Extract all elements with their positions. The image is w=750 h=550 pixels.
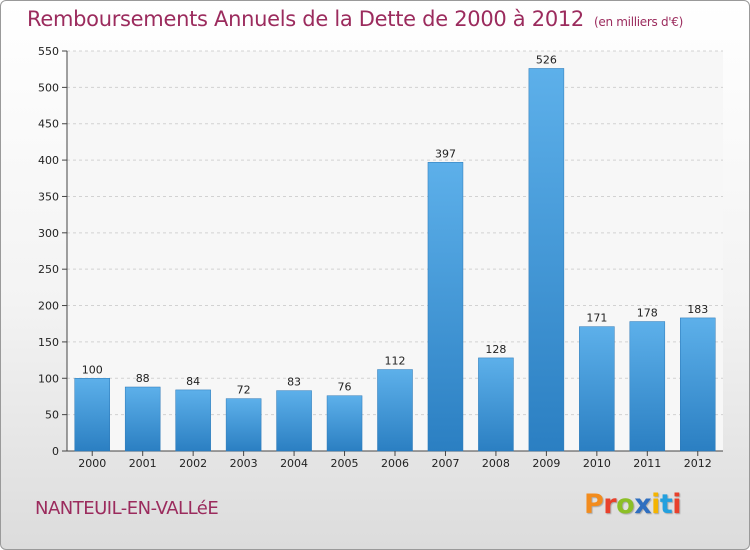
logo-letter: i bbox=[651, 489, 660, 520]
chart-title-text: Remboursements Annuels de la Dette de 20… bbox=[27, 7, 584, 31]
bar-value-label: 72 bbox=[237, 384, 251, 397]
bar-2012 bbox=[680, 317, 716, 452]
x-tick-label: 2012 bbox=[684, 457, 712, 470]
y-tick-label: 50 bbox=[45, 409, 59, 422]
x-tick-label: 2007 bbox=[431, 457, 459, 470]
chart-title: Remboursements Annuels de la Dette de 20… bbox=[27, 7, 683, 31]
bar-value-label: 128 bbox=[485, 343, 506, 356]
y-tick-label: 0 bbox=[52, 445, 59, 458]
x-tick-label: 2003 bbox=[230, 457, 258, 470]
bar-2007 bbox=[427, 162, 464, 452]
x-tick-label: 2008 bbox=[482, 457, 510, 470]
bar-value-label: 526 bbox=[536, 53, 557, 66]
y-tick-label: 350 bbox=[38, 190, 59, 203]
logo-letter: P bbox=[584, 489, 604, 520]
y-tick-label: 400 bbox=[38, 154, 59, 167]
bar-2005 bbox=[326, 395, 363, 452]
x-tick-label: 2002 bbox=[179, 457, 207, 470]
bar-2008 bbox=[478, 357, 514, 452]
logo-letter: r bbox=[603, 489, 617, 520]
x-tick-label: 2001 bbox=[129, 457, 157, 470]
logo-letter: i bbox=[672, 489, 682, 520]
x-tick-label: 2009 bbox=[532, 457, 560, 470]
bar-value-label: 84 bbox=[186, 375, 200, 388]
y-tick-label: 100 bbox=[38, 372, 59, 385]
bar-value-label: 178 bbox=[637, 307, 658, 320]
y-tick-label: 450 bbox=[38, 118, 59, 131]
bar-2009 bbox=[528, 68, 565, 452]
bar-2001 bbox=[124, 386, 161, 452]
bar-value-label: 83 bbox=[287, 376, 301, 389]
bar-value-label: 88 bbox=[136, 372, 150, 385]
x-tick-label: 2005 bbox=[331, 457, 359, 470]
x-tick-label: 2004 bbox=[280, 457, 308, 470]
bar-value-label: 397 bbox=[435, 147, 456, 160]
y-tick-label: 550 bbox=[38, 45, 59, 58]
bar-2003 bbox=[225, 398, 262, 452]
x-tick-label: 2006 bbox=[381, 457, 409, 470]
bar-value-label: 183 bbox=[687, 303, 708, 316]
bar-2000 bbox=[74, 378, 110, 452]
bar-2006 bbox=[377, 369, 413, 452]
bar-value-label: 76 bbox=[338, 381, 352, 394]
logo-letter: o bbox=[616, 489, 635, 520]
logo-letter: x bbox=[634, 489, 652, 520]
logo-letter: t bbox=[659, 489, 673, 520]
y-tick-label: 150 bbox=[38, 336, 59, 349]
x-tick-label: 2011 bbox=[633, 457, 661, 470]
x-tick-label: 2000 bbox=[78, 457, 106, 470]
bar-2004 bbox=[276, 390, 312, 452]
bar-value-label: 112 bbox=[385, 355, 406, 368]
bar-2011 bbox=[629, 321, 666, 452]
bar-2002 bbox=[175, 389, 211, 452]
bar-value-label: 100 bbox=[82, 363, 103, 376]
bar-2010 bbox=[579, 326, 615, 452]
chart-unit-label: (en milliers d'€) bbox=[594, 15, 684, 29]
y-tick-label: 300 bbox=[38, 227, 59, 240]
town-name: NANTEUIL-EN-VALLéE bbox=[35, 498, 219, 519]
y-tick-label: 250 bbox=[38, 263, 59, 276]
proxiti-logo: Proxiti bbox=[584, 489, 682, 520]
y-tick-label: 500 bbox=[38, 81, 59, 94]
bar-value-label: 171 bbox=[586, 312, 607, 325]
y-tick-label: 200 bbox=[38, 300, 59, 313]
x-tick-label: 2010 bbox=[583, 457, 611, 470]
